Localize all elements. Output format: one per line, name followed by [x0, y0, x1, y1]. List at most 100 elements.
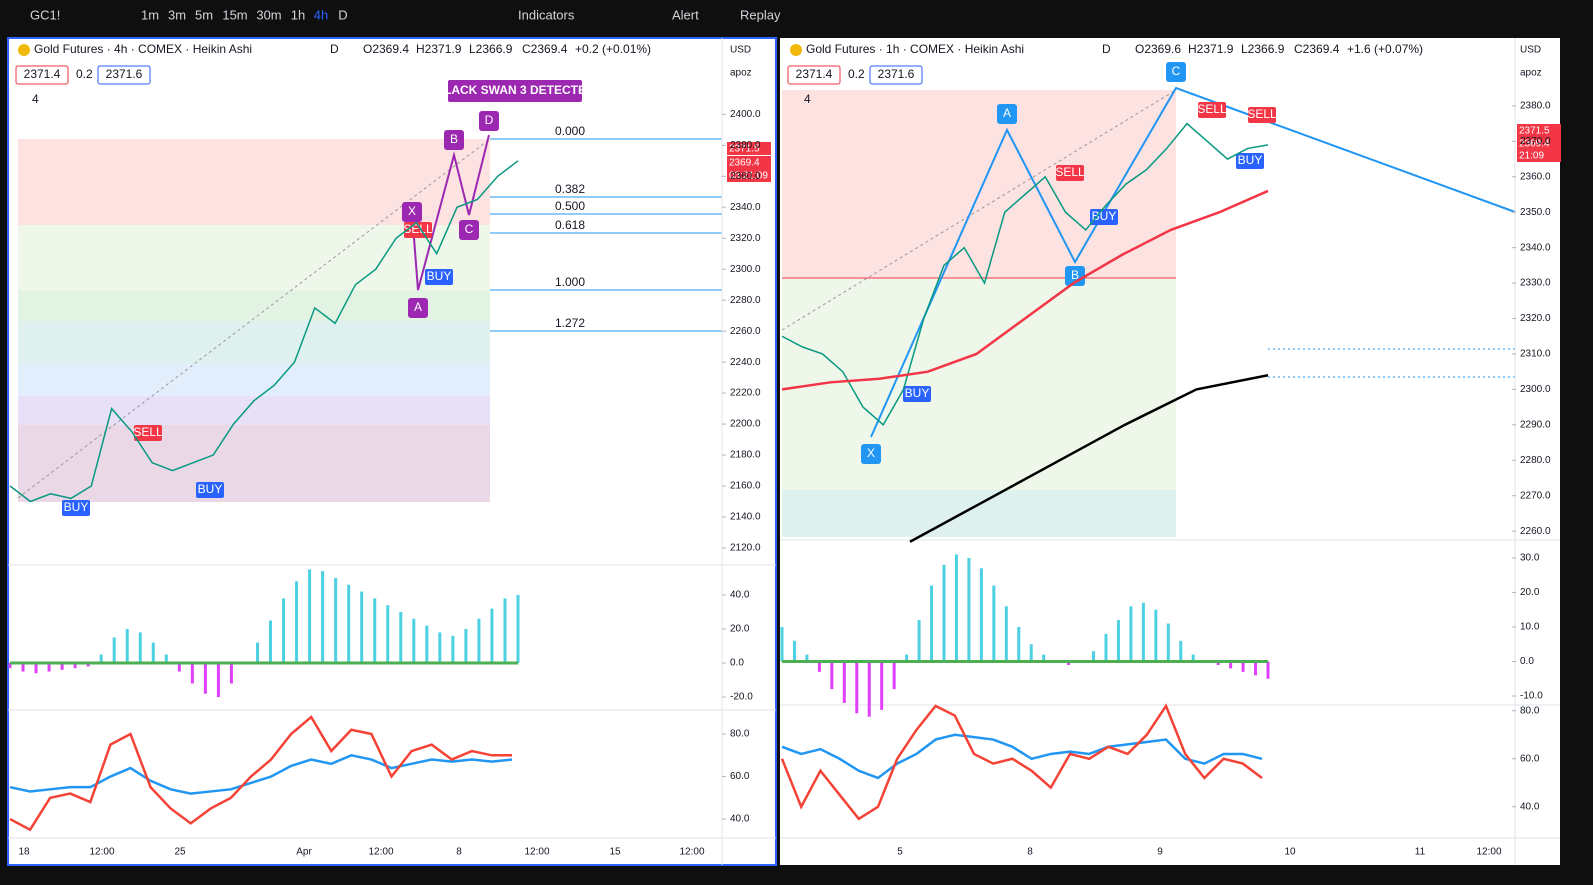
price-box-label: 2371.6	[878, 67, 915, 81]
ohlc-value: +0.2 (+0.01%)	[575, 42, 651, 56]
indicators-button[interactable]: Indicators	[518, 7, 575, 22]
y-tick-label: 2180.0	[730, 450, 761, 461]
signal-bg	[425, 269, 453, 285]
y-tick-label: 2380.0	[730, 140, 761, 151]
histogram-bar	[1216, 661, 1220, 665]
histogram-bar	[73, 663, 77, 669]
pattern-point: B	[1071, 268, 1079, 282]
y-tick-label: 2360.0	[730, 171, 761, 182]
signal-bg	[1056, 165, 1084, 181]
histogram-bar	[805, 654, 809, 662]
y-tick-label: 60.0	[1520, 753, 1540, 764]
price-label: 2369.4	[1519, 139, 1550, 150]
pattern-point: X	[867, 446, 875, 460]
histogram-bar	[1179, 640, 1183, 662]
signal-bg	[903, 386, 931, 402]
price-box-label: 0.2	[76, 67, 93, 81]
histogram-bar	[269, 620, 273, 664]
x-tick-label: 12:00	[368, 847, 393, 858]
interval[interactable]: 4h	[314, 7, 328, 22]
interval[interactable]: D	[338, 7, 347, 22]
histogram-bar	[1104, 633, 1108, 662]
interval[interactable]: 3m	[168, 7, 186, 22]
currency[interactable]: USD	[730, 45, 751, 56]
histogram-bar	[190, 663, 194, 684]
y-tick-label: 2160.0	[730, 481, 761, 492]
fib-level: 0.618	[555, 218, 585, 232]
y-tick-label: 20.0	[1520, 587, 1540, 598]
alert-button[interactable]: Alert	[672, 7, 699, 22]
y-tick-label: 2320.0	[1520, 313, 1551, 324]
x-tick-label: 8	[456, 847, 462, 858]
symbol[interactable]: GC1!	[30, 7, 60, 22]
histogram-bar	[308, 569, 312, 664]
signal: SELL	[1197, 102, 1227, 116]
ohlc-value: H2371.9	[416, 42, 462, 56]
legend-count[interactable]: 4	[804, 92, 811, 106]
histogram-bar	[438, 632, 442, 664]
price-line	[781, 122, 1269, 427]
scale-mode[interactable]: apoz	[730, 68, 752, 79]
histogram-bar	[386, 605, 390, 664]
y-tick-label: 2140.0	[730, 512, 761, 523]
price-box-label: 2371.4	[24, 67, 61, 81]
pattern-point-bg	[861, 444, 881, 464]
histogram-bar	[930, 585, 934, 662]
histogram-bar	[1166, 623, 1170, 662]
y-tick-label: 2300.0	[730, 264, 761, 275]
pattern-point-bg	[402, 202, 422, 222]
pattern-point: A	[414, 300, 422, 314]
y-tick-label: 0.0	[730, 658, 744, 669]
price-label-bg	[727, 142, 771, 155]
histogram-bar	[917, 620, 921, 662]
signal: SELL	[1055, 165, 1085, 179]
interval[interactable]: 1h	[291, 7, 305, 22]
y-tick-label: 2220.0	[730, 388, 761, 399]
y-tick-label: 40.0	[730, 590, 750, 601]
replay-button[interactable]: Replay	[740, 7, 781, 22]
y-tick-label: 2320.0	[730, 233, 761, 244]
histogram-bar	[8, 663, 12, 669]
x-tick-label: 12:00	[1476, 847, 1501, 858]
histogram-bar	[1116, 620, 1120, 662]
y-tick-label: 2380.0	[1520, 101, 1551, 112]
x-tick-label: Apr	[296, 847, 312, 858]
price-line	[909, 373, 1269, 543]
currency[interactable]: USD	[1520, 45, 1541, 56]
histogram-bar	[1154, 609, 1158, 662]
rsi-line	[9, 715, 512, 832]
histogram-bar	[412, 618, 416, 664]
interval[interactable]: 15m	[222, 7, 247, 22]
y-tick-label: 10.0	[1520, 622, 1540, 633]
histogram-bar	[229, 663, 233, 684]
histogram-bar	[216, 663, 220, 698]
signal-bg	[1198, 102, 1226, 118]
pattern-point-bg	[459, 220, 479, 240]
x-tick-label: 9	[1157, 847, 1163, 858]
histogram-bar	[60, 663, 64, 670]
price-box	[787, 65, 841, 85]
price-label-bg	[1517, 149, 1561, 162]
interval[interactable]: 30m	[256, 7, 281, 22]
histogram-bar	[360, 591, 364, 664]
histogram-bar	[855, 661, 859, 714]
left-fib-lines	[490, 138, 722, 332]
histogram-bar	[1141, 602, 1145, 662]
price-line	[9, 160, 519, 503]
interval[interactable]: 1m	[141, 7, 159, 22]
histogram-bar	[1191, 654, 1195, 662]
legend-count[interactable]: 4	[32, 92, 39, 106]
signal-bg	[62, 500, 90, 516]
interval[interactable]: 5m	[195, 7, 213, 22]
signal: SELL	[133, 425, 163, 439]
scale-mode[interactable]: apoz	[1520, 68, 1542, 79]
x-tick-label: 10	[1284, 847, 1296, 858]
price-label-bg	[1517, 137, 1561, 150]
signal: SELL	[403, 222, 433, 236]
y-tick-label: 2400.0	[730, 109, 761, 120]
pattern-point-bg	[479, 111, 499, 131]
price-box-label: 0.2	[848, 67, 865, 81]
price-line	[781, 189, 1269, 391]
signal: BUY	[64, 500, 89, 514]
